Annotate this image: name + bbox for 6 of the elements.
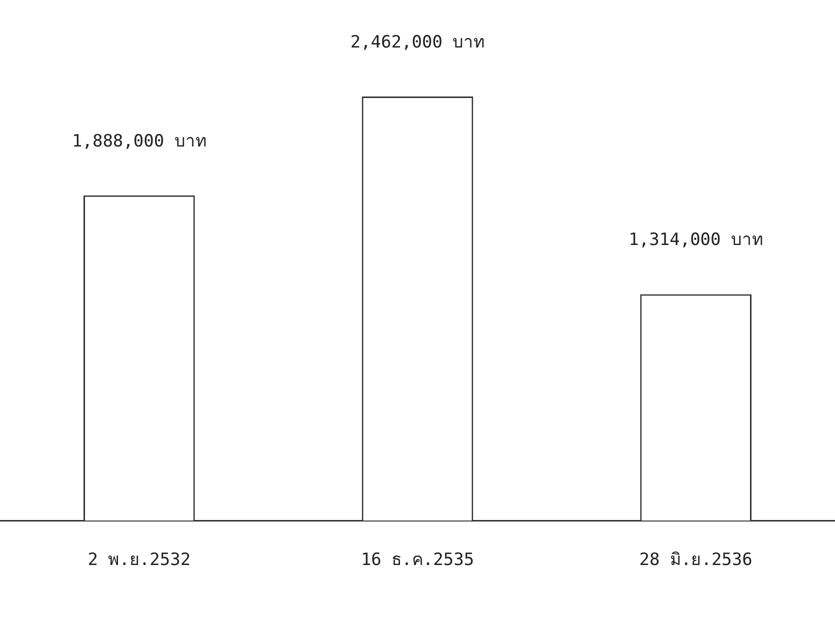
data-label: 2,462,000 บาท — [350, 32, 485, 52]
x-tick-label: 2 พ.ย.2532 — [88, 550, 191, 570]
data-label: 1,888,000 บาท — [72, 131, 206, 152]
data-label: 1,314,000 บาท — [628, 230, 764, 250]
x-tick-label: 28 มิ.ย.2536 — [639, 550, 752, 570]
x-tick-label: 16 ธ.ค.2535 — [360, 550, 474, 570]
